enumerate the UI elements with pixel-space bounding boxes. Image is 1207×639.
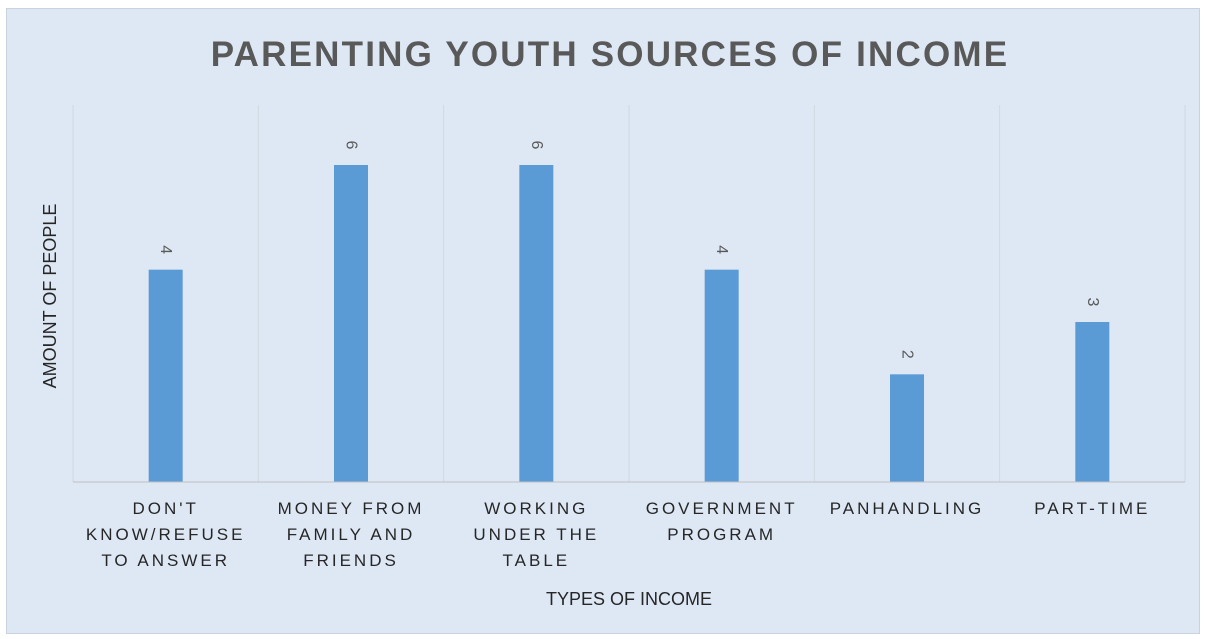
category-label-line: UNDER THE bbox=[473, 525, 599, 544]
bar bbox=[1075, 322, 1110, 482]
category-label: WORKING UNDER THE TABLE bbox=[473, 499, 599, 570]
data-label: 2 bbox=[899, 350, 916, 359]
bar bbox=[148, 269, 183, 482]
category-label-line: FAMILY AND bbox=[287, 525, 416, 544]
category-label-line: MONEY FROM bbox=[278, 499, 425, 518]
category-label-line: GOVERNMENT bbox=[646, 499, 798, 518]
gridlines bbox=[72, 105, 1186, 482]
data-label: 6 bbox=[343, 141, 360, 150]
bar bbox=[519, 165, 554, 482]
category-label-line: PANHANDLING bbox=[830, 499, 985, 518]
category-label: GOVERNMENT PROGRAM bbox=[646, 499, 798, 544]
chart-svg: PARENTING YOUTH SOURCES OF INCOME 4 6 6 4 2 3… bbox=[40, 35, 1186, 609]
chart-title: PARENTING YOUTH SOURCES OF INCOME bbox=[211, 35, 1010, 74]
data-label: 4 bbox=[157, 245, 174, 254]
data-labels: 4 6 6 4 2 3 bbox=[157, 141, 1101, 359]
x-axis-title: TYPES OF INCOME bbox=[546, 589, 712, 609]
category-label: PANHANDLING bbox=[830, 499, 985, 518]
category-label-line: FRIENDS bbox=[303, 551, 399, 570]
category-label-line: TO ANSWER bbox=[101, 551, 230, 570]
data-label: 3 bbox=[1084, 298, 1101, 307]
category-label-line: PROGRAM bbox=[667, 525, 776, 544]
data-label: 6 bbox=[528, 141, 545, 150]
category-label-line: PART-TIME bbox=[1034, 499, 1150, 518]
y-axis-title: AMOUNT OF PEOPLE bbox=[40, 204, 60, 389]
category-label-line: KNOW/REFUSE bbox=[86, 525, 246, 544]
bar bbox=[704, 269, 739, 482]
data-label: 4 bbox=[713, 245, 730, 254]
category-label: DON'T KNOW/REFUSE TO ANSWER bbox=[86, 499, 246, 570]
category-label-line: WORKING bbox=[484, 499, 588, 518]
bars bbox=[148, 165, 1110, 482]
category-label-line: TABLE bbox=[503, 551, 571, 570]
category-label: MONEY FROM FAMILY AND FRIENDS bbox=[278, 499, 425, 570]
category-label: PART-TIME bbox=[1034, 499, 1150, 518]
bar bbox=[334, 165, 368, 482]
category-labels: DON'T KNOW/REFUSE TO ANSWER MONEY FROM FAMIL… bbox=[86, 499, 1150, 570]
chart-area: PARENTING YOUTH SOURCES OF INCOME 4 6 6 4 2 3… bbox=[6, 8, 1200, 634]
bar bbox=[890, 374, 924, 482]
category-label-line: DON'T bbox=[132, 499, 198, 518]
